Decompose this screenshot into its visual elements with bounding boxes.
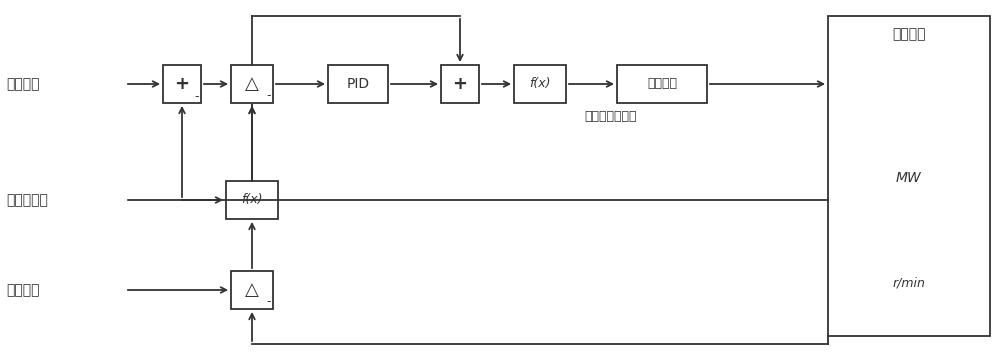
Text: -: -	[195, 90, 199, 103]
Text: △: △	[245, 75, 259, 93]
Bar	[231, 65, 273, 103]
Bar	[828, 16, 990, 336]
Text: △: △	[245, 281, 259, 299]
Bar	[163, 65, 201, 103]
Bar	[514, 65, 566, 103]
Text: +: +	[452, 75, 467, 93]
Bar	[617, 65, 707, 103]
Text: 主蚕汽压力修正: 主蚕汽压力修正	[585, 111, 637, 124]
Text: 额定转速: 额定转速	[6, 283, 40, 297]
Bar	[226, 181, 278, 219]
Bar	[441, 65, 479, 103]
Text: f(x): f(x)	[241, 194, 263, 207]
Text: r/min: r/min	[893, 277, 925, 290]
Text: 执行机构: 执行机构	[647, 77, 677, 90]
Text: PID: PID	[346, 77, 370, 91]
Text: 汽轮机组: 汽轮机组	[892, 27, 926, 41]
Bar	[328, 65, 388, 103]
Bar	[231, 271, 273, 309]
Text: -: -	[267, 89, 271, 102]
Text: -: -	[267, 295, 271, 308]
Text: f(x): f(x)	[529, 77, 551, 90]
Text: +: +	[175, 75, 190, 93]
Text: MW: MW	[896, 171, 922, 186]
Text: 速度不等率: 速度不等率	[6, 193, 48, 207]
Text: 功率指令: 功率指令	[6, 77, 40, 91]
